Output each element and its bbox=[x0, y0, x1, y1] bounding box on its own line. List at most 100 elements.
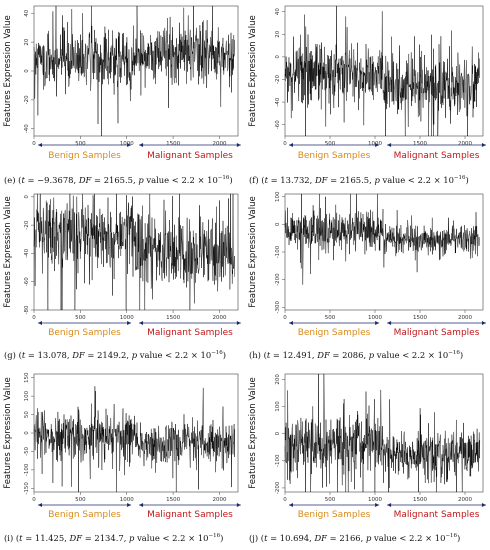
caption-g: (g) (t = 13.078, DF = 2149.2, p value < … bbox=[4, 350, 227, 360]
y-tick-label: -60 bbox=[275, 120, 281, 129]
chart-svg-j: Features Expression Value -200 -100 0 100 200… bbox=[248, 373, 486, 520]
y-tick-label: -40 bbox=[275, 97, 281, 106]
malignant-arrow-head-left bbox=[387, 321, 392, 325]
x-tick-label: 2000 bbox=[212, 497, 226, 503]
malignant-samples-label: Malignant Samples bbox=[147, 510, 233, 520]
x-tick-label: 500 bbox=[75, 497, 86, 503]
y-tick-label: 40 bbox=[275, 8, 281, 15]
malignant-samples-label: Malignant Samples bbox=[394, 510, 480, 520]
chart-panel-g: Features Expression Value -80 -60 -40 -20 0 0 5… bbox=[0, 190, 245, 370]
x-tick-label: 2000 bbox=[458, 315, 472, 321]
y-tick-label: 0 bbox=[275, 55, 281, 59]
chart-svg-h: Features Expression Value -300 -200 -100 0 10… bbox=[248, 191, 486, 338]
benign-samples-label: Benign Samples bbox=[48, 328, 121, 338]
plot-frame bbox=[33, 5, 239, 137]
benign-samples-label: Benign Samples bbox=[298, 151, 371, 161]
y-tick-label: -40 bbox=[24, 248, 30, 257]
malignant-arrow-head-left bbox=[387, 503, 392, 507]
y-tick-label: 100 bbox=[275, 191, 281, 202]
y-tick-label: -50 bbox=[24, 446, 30, 455]
y-tick-label: 0 bbox=[24, 195, 30, 199]
caption-i: (i) (t = 11.425, DF = 2134.7, p value < … bbox=[4, 533, 224, 543]
x-tick-label: 1000 bbox=[120, 141, 134, 147]
x-tick-label: 1500 bbox=[413, 315, 427, 321]
y-axis-label: Features Expression Value bbox=[248, 15, 258, 126]
y-tick-label: 20 bbox=[275, 30, 281, 37]
x-tick-label: 1000 bbox=[368, 497, 382, 503]
benign-arrow-head-left bbox=[38, 321, 42, 325]
series-line bbox=[284, 193, 481, 285]
malignant-samples-label: Malignant Samples bbox=[147, 328, 233, 338]
malignant-arrow-head-left bbox=[387, 143, 392, 147]
chart-panel-f: Features Expression Value -60 -40 -20 0 20 40 0… bbox=[245, 0, 490, 190]
y-tick-label: 20 bbox=[24, 38, 30, 45]
chart-panel-h: Features Expression Value -300 -200 -100 0 10… bbox=[245, 190, 490, 370]
y-tick-label: 0 bbox=[24, 431, 30, 435]
caption-e: (e) (t = −9.3678, DF = 2165.5, p value <… bbox=[4, 175, 233, 185]
chart-panel-e: Features Expression Value -40 -20 0 20 40 0 500… bbox=[0, 0, 245, 190]
benign-arrow-head-left bbox=[289, 143, 293, 147]
series-line bbox=[33, 193, 235, 311]
y-tick-label: 200 bbox=[275, 374, 281, 385]
y-tick-label: -150 bbox=[24, 482, 30, 495]
chart-svg-e: Features Expression Value -40 -20 0 20 40 0 500… bbox=[3, 5, 241, 161]
benign-arrow-head-right bbox=[375, 143, 380, 147]
x-tick-label: 1500 bbox=[413, 141, 427, 147]
malignant-arrow-head-right bbox=[481, 321, 486, 325]
y-tick-label: 40 bbox=[24, 9, 30, 16]
x-tick-label: 0 bbox=[283, 315, 287, 321]
y-tick-label: 100 bbox=[24, 390, 30, 401]
y-tick-label: -100 bbox=[275, 245, 281, 258]
y-tick-label: -300 bbox=[275, 300, 281, 313]
benign-samples-label: Benign Samples bbox=[48, 510, 121, 520]
series-line bbox=[33, 386, 235, 493]
malignant-samples-label: Malignant Samples bbox=[394, 151, 480, 161]
benign-arrow-head-right bbox=[375, 321, 380, 325]
y-tick-label: 100 bbox=[275, 401, 281, 412]
chart-panel-j: Features Expression Value -200 -100 0 100 200… bbox=[245, 370, 490, 550]
chart-svg-f: Features Expression Value -60 -40 -20 0 20 40 0… bbox=[248, 5, 486, 161]
x-tick-label: 0 bbox=[283, 141, 287, 147]
malignant-arrow-head-right bbox=[236, 321, 241, 325]
benign-arrow-head-right bbox=[127, 143, 132, 147]
benign-arrow-head-left bbox=[289, 503, 293, 507]
x-tick-label: 2000 bbox=[212, 141, 226, 147]
y-axis-label: Features Expression Value bbox=[3, 196, 13, 307]
y-tick-label: -20 bbox=[24, 95, 30, 104]
y-tick-label: -60 bbox=[24, 277, 30, 286]
x-tick-label: 500 bbox=[325, 497, 336, 503]
benign-arrow-head-right bbox=[127, 321, 132, 325]
series-line bbox=[284, 373, 481, 493]
x-tick-label: 1000 bbox=[368, 315, 382, 321]
benign-samples-label: Benign Samples bbox=[298, 328, 371, 338]
y-tick-label: -100 bbox=[275, 454, 281, 467]
malignant-arrow-head-left bbox=[139, 143, 144, 147]
x-tick-label: 2000 bbox=[458, 141, 472, 147]
y-tick-label: -100 bbox=[24, 463, 30, 476]
malignant-arrow-head-right bbox=[481, 143, 486, 147]
x-tick-label: 1000 bbox=[120, 497, 134, 503]
x-tick-label: 0 bbox=[283, 497, 287, 503]
chart-svg-g: Features Expression Value -80 -60 -40 -20 0 0 5… bbox=[3, 193, 241, 338]
plot-frame bbox=[33, 193, 239, 311]
malignant-arrow-head-right bbox=[236, 143, 241, 147]
x-tick-label: 500 bbox=[75, 315, 86, 321]
y-tick-label: -200 bbox=[275, 273, 281, 286]
chart-svg-i: Features Expression Value -150 -100 -50 0 50 1… bbox=[3, 372, 241, 520]
plot-frame bbox=[33, 373, 239, 493]
plot-frame bbox=[284, 373, 484, 493]
y-tick-label: -80 bbox=[24, 305, 30, 314]
malignant-arrow-head-left bbox=[139, 503, 144, 507]
x-tick-label: 2000 bbox=[212, 315, 226, 321]
y-tick-label: 150 bbox=[24, 372, 30, 383]
plot-frame bbox=[284, 5, 484, 137]
x-tick-label: 1500 bbox=[166, 497, 180, 503]
malignant-arrow-head-right bbox=[236, 503, 241, 507]
y-tick-label: -40 bbox=[24, 124, 30, 133]
y-tick-label: 0 bbox=[24, 69, 30, 73]
y-tick-label: 0 bbox=[275, 431, 281, 435]
benign-arrow-head-left bbox=[289, 321, 293, 325]
x-tick-label: 1500 bbox=[413, 497, 427, 503]
y-tick-label: 0 bbox=[275, 222, 281, 226]
x-tick-label: 0 bbox=[32, 497, 36, 503]
